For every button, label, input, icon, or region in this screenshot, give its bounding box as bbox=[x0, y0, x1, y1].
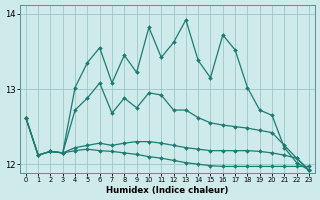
X-axis label: Humidex (Indice chaleur): Humidex (Indice chaleur) bbox=[106, 186, 228, 195]
